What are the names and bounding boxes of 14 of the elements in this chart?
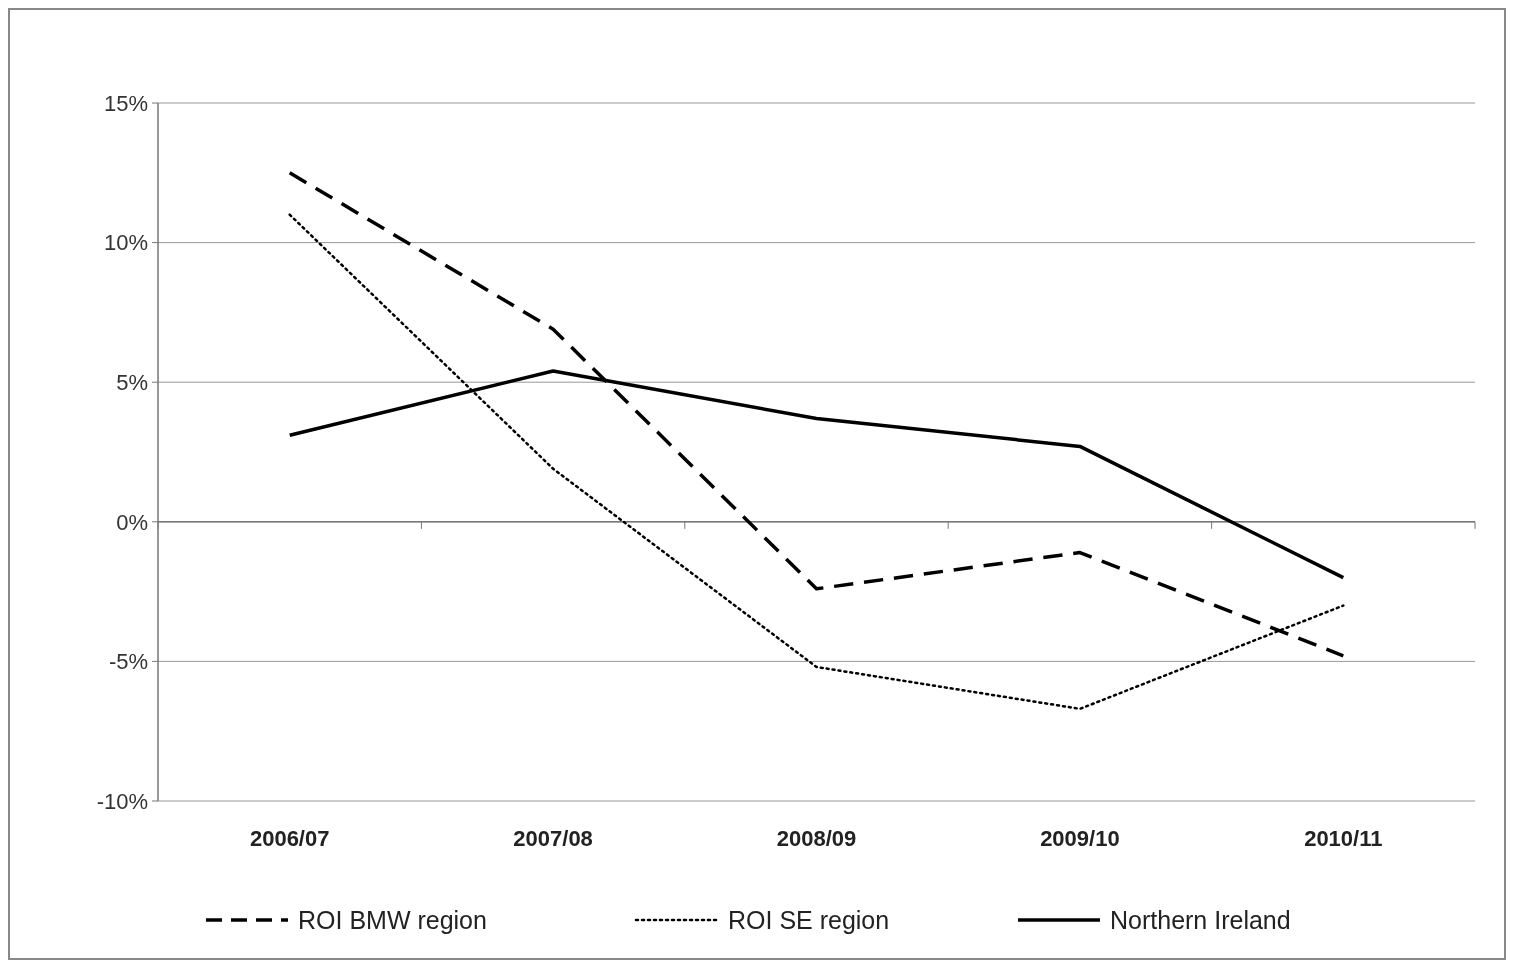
y-tick-label: 5% xyxy=(116,369,148,395)
legend-label: ROI SE region xyxy=(728,905,890,934)
x-tick-label: 2008/09 xyxy=(776,826,857,851)
x-tick-label: 2009/10 xyxy=(1040,826,1120,851)
y-tick-label: -5% xyxy=(108,649,148,675)
x-tick-label: 2006/07 xyxy=(249,826,330,851)
y-tick-label: -10% xyxy=(96,788,148,814)
x-tick-label: 2007/08 xyxy=(513,826,593,851)
legend-label: ROI BMW region xyxy=(298,905,487,934)
y-tick-label: 15% xyxy=(103,90,148,116)
x-tick-label: 2010/11 xyxy=(1304,826,1383,851)
y-tick-label: 10% xyxy=(103,230,148,256)
legend-label: Northern Ireland xyxy=(1110,905,1291,934)
y-tick-label: 0% xyxy=(116,509,148,535)
